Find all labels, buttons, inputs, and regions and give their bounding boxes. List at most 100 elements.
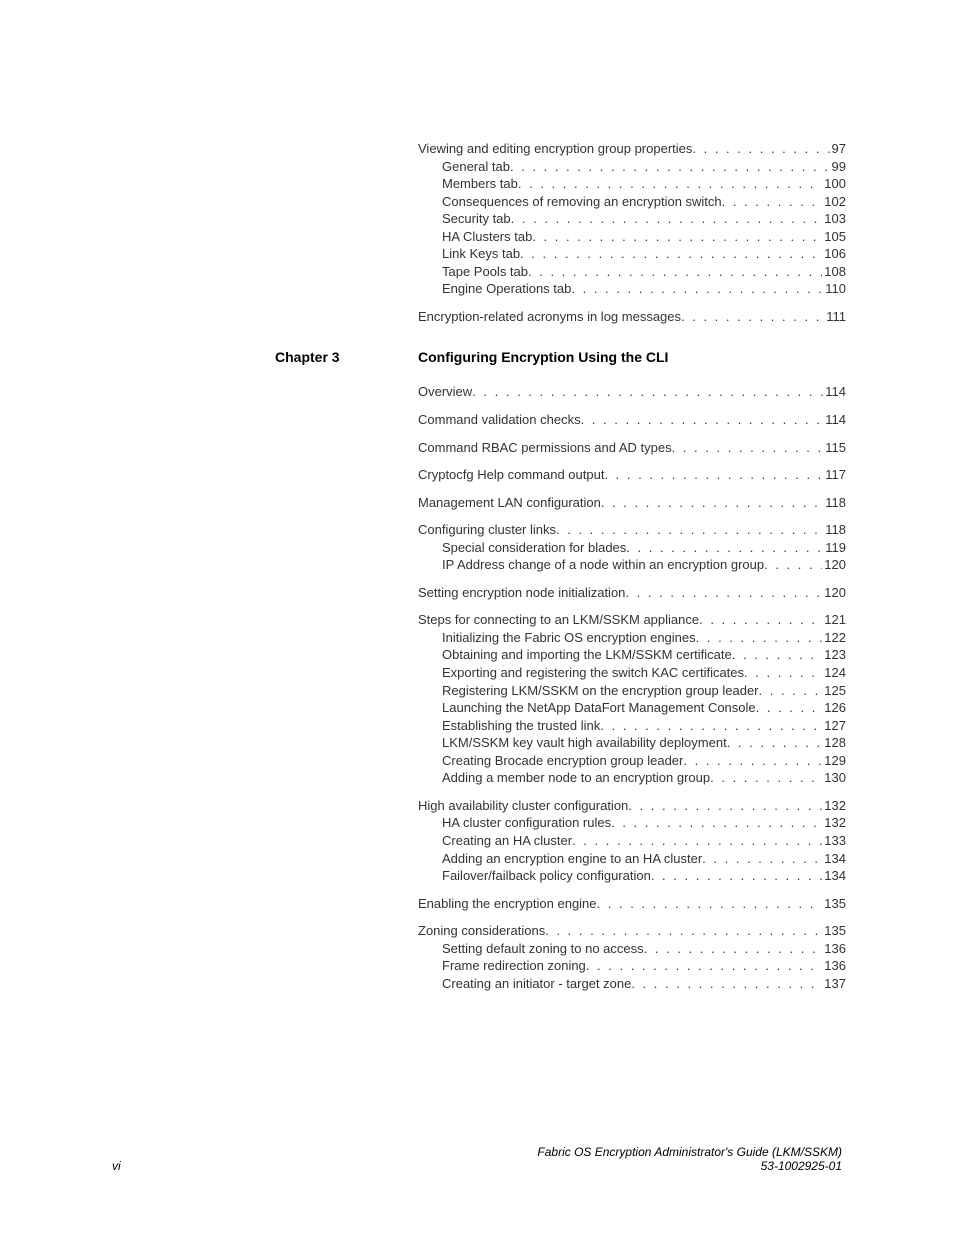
toc-page-number: 100	[822, 175, 846, 193]
toc-page-number: 135	[822, 922, 846, 940]
toc-text: HA Clusters tab	[442, 228, 532, 246]
toc-page-number: 123	[822, 646, 846, 664]
toc-text: Creating an initiator - target zone	[442, 975, 631, 993]
toc-page-number: 136	[822, 957, 846, 975]
toc-line: Creating an HA cluster133	[418, 832, 846, 850]
toc-text: Cryptocfg Help command output	[418, 466, 604, 484]
toc-line: High availability cluster configuration1…	[418, 797, 846, 815]
toc-leader-dots	[597, 895, 823, 913]
toc-text: Security tab	[442, 210, 511, 228]
toc-text: Engine Operations tab	[442, 280, 571, 298]
toc-line: IP Address change of a node within an en…	[418, 556, 846, 574]
toc-page-number: 130	[822, 769, 846, 787]
toc-page-number: 110	[823, 280, 846, 298]
toc-page-number: 127	[822, 717, 846, 735]
toc-line: Configuring cluster links 118	[418, 521, 846, 539]
toc-text: Creating an HA cluster	[442, 832, 572, 850]
toc-leader-dots	[556, 521, 823, 539]
toc-line: Link Keys tab106	[418, 245, 846, 263]
toc-page-number: 120	[822, 556, 846, 574]
toc-leader-dots	[651, 867, 822, 885]
toc-line: Exporting and registering the switch KAC…	[418, 664, 846, 682]
toc-text: Creating Brocade encryption group leader	[442, 752, 683, 770]
toc-page-number: 134	[822, 850, 846, 868]
toc-line: Setting default zoning to no access136	[418, 940, 846, 958]
toc-text: Obtaining and importing the LKM/SSKM cer…	[442, 646, 732, 664]
toc-text: Registering LKM/SSKM on the encryption g…	[442, 682, 759, 700]
toc-leader-dots	[511, 210, 823, 228]
page-footer: vi Fabric OS Encryption Administrator's …	[112, 1145, 842, 1173]
toc-leader-dots	[727, 734, 823, 752]
toc-page-number: 137	[822, 975, 846, 993]
toc-page-number: 120	[822, 584, 846, 602]
toc-group: Steps for connecting to an LKM/SSKM appl…	[418, 611, 846, 786]
toc-line: Cryptocfg Help command output117	[418, 466, 846, 484]
toc-page-number: 118	[823, 521, 846, 539]
toc-line: Frame redirection zoning 136	[418, 957, 846, 975]
footer-title: Fabric OS Encryption Administrator's Gui…	[537, 1145, 842, 1159]
toc-page-number: 102	[822, 193, 846, 211]
toc-text: LKM/SSKM key vault high availability dep…	[442, 734, 727, 752]
toc-text: Viewing and editing encryption group pro…	[418, 140, 692, 158]
chapter-label: Chapter 3	[275, 349, 395, 365]
toc-text: HA cluster configuration rules	[442, 814, 611, 832]
toc-line: Command validation checks114	[418, 411, 846, 429]
toc-page-number: 108	[822, 263, 846, 281]
toc-leader-dots	[631, 975, 822, 993]
toc-text: Frame redirection zoning	[442, 957, 586, 975]
toc-text: Setting default zoning to no access	[442, 940, 644, 958]
toc-leader-dots	[472, 383, 823, 401]
toc-group: Command RBAC permissions and AD types115	[418, 439, 846, 457]
toc-group: High availability cluster configuration1…	[418, 797, 846, 885]
toc-leader-dots	[696, 629, 823, 647]
toc-leader-dots	[710, 769, 822, 787]
toc-page-number: 132	[822, 814, 846, 832]
toc-line: Setting encryption node initialization12…	[418, 584, 846, 602]
toc-group: Configuring cluster links 118Special cons…	[418, 521, 846, 574]
toc-text: Steps for connecting to an LKM/SSKM appl…	[418, 611, 699, 629]
toc-line: Registering LKM/SSKM on the encryption g…	[418, 682, 846, 700]
toc-text: Encryption-related acronyms in log messa…	[418, 308, 681, 326]
toc-line: Tape Pools tab108	[418, 263, 846, 281]
toc-group: Setting encryption node initialization12…	[418, 584, 846, 602]
toc-leader-dots	[626, 539, 823, 557]
toc-line: Special consideration for blades119	[418, 539, 846, 557]
toc-line: Creating an initiator - target zone 137	[418, 975, 846, 993]
toc-group: Encryption-related acronyms in log messa…	[418, 308, 846, 326]
toc-leader-dots	[672, 439, 824, 457]
toc-leader-dots	[604, 466, 823, 484]
toc-leader-dots	[518, 175, 822, 193]
toc-page-number: 111	[824, 308, 846, 326]
chapter-sections: Overview114 Command validation checks114 C…	[418, 383, 846, 992]
toc-text: Exporting and registering the switch KAC…	[442, 664, 744, 682]
toc-page-number: 103	[822, 210, 846, 228]
toc-line: Command RBAC permissions and AD types115	[418, 439, 846, 457]
toc-line: Members tab100	[418, 175, 846, 193]
toc-page-number: 132	[822, 797, 846, 815]
toc-leader-dots	[528, 263, 822, 281]
toc-text: Command RBAC permissions and AD types	[418, 439, 672, 457]
toc-page-number: 129	[822, 752, 846, 770]
toc-line: Enabling the encryption engine135	[418, 895, 846, 913]
toc-text: Adding a member node to an encryption gr…	[442, 769, 710, 787]
page: Viewing and editing encryption group pro…	[0, 0, 954, 1235]
toc-line: Adding a member node to an encryption gr…	[418, 769, 846, 787]
toc-leader-dots	[600, 717, 822, 735]
toc-leader-dots	[545, 922, 822, 940]
toc-leader-dots	[611, 814, 822, 832]
toc-text: Configuring cluster links	[418, 521, 556, 539]
toc-page-number: 105	[822, 228, 846, 246]
toc-line: Creating Brocade encryption group leader…	[418, 752, 846, 770]
toc-text: Launching the NetApp DataFort Management…	[442, 699, 756, 717]
toc-leader-dots	[581, 411, 824, 429]
toc-page-number: 121	[822, 611, 846, 629]
footer-page-number: vi	[112, 1159, 121, 1173]
toc-leader-dots	[732, 646, 823, 664]
toc-text: Failover/failback policy configuration	[442, 867, 651, 885]
toc-page-number: 114	[823, 383, 846, 401]
toc-page-number: 99	[830, 158, 846, 176]
toc-page-number: 134	[822, 867, 846, 885]
toc-leader-dots	[722, 193, 823, 211]
toc-line: Overview114	[418, 383, 846, 401]
toc-leader-dots	[764, 556, 822, 574]
